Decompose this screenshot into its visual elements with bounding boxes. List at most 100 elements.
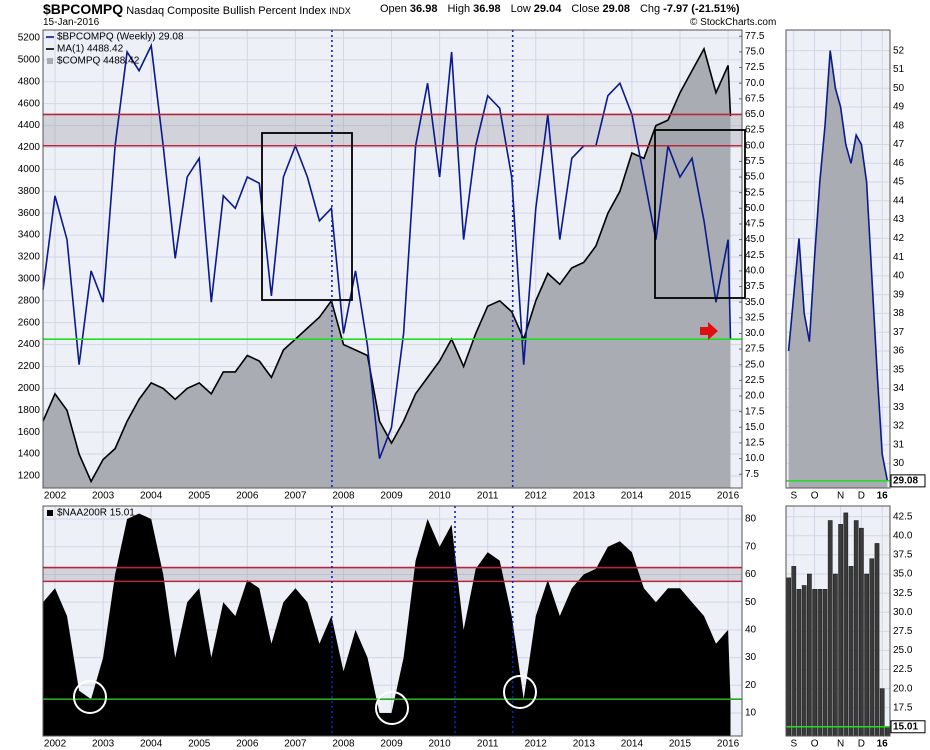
y-tick-label: 45 xyxy=(893,177,905,188)
x-tick-label: 2015 xyxy=(669,491,692,502)
area xyxy=(43,513,731,736)
y2-tick-label: 35.0 xyxy=(745,297,765,308)
x-tick-label: O xyxy=(811,491,819,502)
y2-tick-label: 32.5 xyxy=(745,312,765,323)
x-tick-label: N xyxy=(837,491,844,502)
y-tick-label: 1400 xyxy=(18,449,41,460)
y-tick-label: 2600 xyxy=(18,317,41,328)
x-tick-label: 2015 xyxy=(669,739,692,750)
y2-tick-label: 75.0 xyxy=(745,47,765,58)
x-tick-label: 2009 xyxy=(380,739,403,750)
y-tick-label: 22.5 xyxy=(893,664,913,675)
y2-tick-label: 45.0 xyxy=(745,234,765,245)
bar xyxy=(853,520,859,737)
y2-tick-label: 55.0 xyxy=(745,172,765,183)
y-tick-label: 40 xyxy=(745,625,757,636)
legend-label: $NAA200R 15.01 xyxy=(57,508,135,519)
x-tick-label: N xyxy=(837,739,844,750)
credit: © StockCharts.com xyxy=(690,17,777,28)
x-tick-label: 2003 xyxy=(92,491,115,502)
panel-border xyxy=(42,29,743,489)
x-tick-label: 2014 xyxy=(621,739,644,750)
annotation-box xyxy=(654,129,746,299)
bar xyxy=(838,524,843,737)
y-tick-label: 30.0 xyxy=(893,607,913,618)
y-tick-label: 30 xyxy=(745,652,757,663)
y2-tick-label: 65.0 xyxy=(745,109,765,120)
value-label: 15.01 xyxy=(893,721,918,732)
y2-tick-label: 67.5 xyxy=(745,93,765,104)
legend-label: $COMPQ 4488.42 xyxy=(57,56,140,67)
y-tick-label: 10 xyxy=(745,708,757,719)
x-tick-label: 2005 xyxy=(188,739,211,750)
x-tick-label: 2011 xyxy=(477,739,499,750)
value-tag xyxy=(890,720,926,734)
x-tick-label: 16 xyxy=(877,739,889,750)
y-tick-label: 32.5 xyxy=(893,588,913,599)
x-tick-label: 2009 xyxy=(380,491,403,502)
y-tick-label: 17.5 xyxy=(893,702,913,713)
y-tick-label: 2000 xyxy=(18,383,41,394)
x-tick-label: 2002 xyxy=(44,739,67,750)
legend-swatch xyxy=(47,510,53,516)
date: 15-Jan-2016 xyxy=(43,17,100,28)
bar xyxy=(885,726,890,737)
quote-value: 29.08 xyxy=(602,3,630,15)
area xyxy=(788,50,888,488)
x-tick-label: 16 xyxy=(877,491,889,502)
quote-label: Close xyxy=(571,3,600,15)
bar xyxy=(786,577,791,737)
quote-value: 36.98 xyxy=(473,3,501,15)
y-tick-label: 5200 xyxy=(18,33,41,44)
y-tick-label: 20 xyxy=(745,680,757,691)
y-tick-label: 4400 xyxy=(18,120,41,131)
y-tick-label: 2800 xyxy=(18,295,41,306)
y-tick-label: 46 xyxy=(893,158,905,169)
y2-tick-label: 7.5 xyxy=(745,469,759,480)
y-tick-label: 50 xyxy=(745,597,757,608)
y-tick-label: 42 xyxy=(893,233,905,244)
y-tick-label: 27.5 xyxy=(893,626,913,637)
annotation-box xyxy=(261,132,353,301)
y-tick-label: 52 xyxy=(893,45,905,56)
annotation-arrow xyxy=(700,322,718,340)
y-tick-label: 3800 xyxy=(18,186,41,197)
y-tick-label: 37.5 xyxy=(893,550,913,561)
bar xyxy=(864,573,869,737)
bar xyxy=(827,520,833,737)
y2-tick-label: 57.5 xyxy=(745,156,765,167)
y-tick-label: 60 xyxy=(745,569,757,580)
x-tick-label: 2006 xyxy=(236,739,259,750)
line xyxy=(42,46,732,484)
y-tick-label: 1200 xyxy=(18,471,41,482)
bar xyxy=(859,527,864,737)
x-tick-label: 2004 xyxy=(140,739,163,750)
bar xyxy=(817,589,823,737)
y-tick-label: 2200 xyxy=(18,361,41,372)
y-tick-label: 5000 xyxy=(18,55,41,66)
y-tick-label: 32 xyxy=(893,421,905,432)
y-tick-label: 2400 xyxy=(18,339,41,350)
line xyxy=(42,42,732,459)
bar xyxy=(874,543,880,737)
y2-tick-label: 62.5 xyxy=(745,125,765,136)
header: $BPCOMPQ Nasdaq Composite Bullish Percen… xyxy=(0,0,930,30)
y-tick-label: 3600 xyxy=(18,208,41,219)
y-tick-label: 4600 xyxy=(18,98,41,109)
x-tick-label: 2008 xyxy=(332,739,355,750)
x-tick-label: 2010 xyxy=(428,491,451,502)
x-tick-label: 2007 xyxy=(284,491,307,502)
x-tick-label: 2002 xyxy=(44,491,67,502)
band xyxy=(43,567,742,582)
x-tick-label: 2005 xyxy=(188,491,211,502)
x-tick-label: 2013 xyxy=(573,739,596,750)
line xyxy=(787,50,889,482)
y2-tick-label: 77.5 xyxy=(745,31,765,42)
x-tick-label: 2010 xyxy=(428,739,451,750)
bar xyxy=(833,573,838,737)
y2-tick-label: 25.0 xyxy=(745,359,765,370)
bar xyxy=(879,688,885,737)
y-tick-label: 33 xyxy=(893,402,905,413)
y2-tick-label: 30.0 xyxy=(745,328,765,339)
